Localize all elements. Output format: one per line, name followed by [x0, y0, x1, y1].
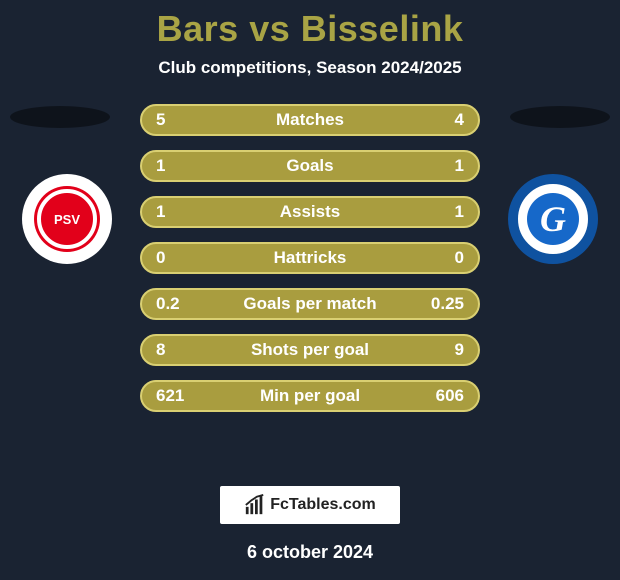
stat-value-left: 8 [156, 340, 216, 360]
stat-value-left: 621 [156, 386, 216, 406]
comparison-area: PSV G 5Matches41Goals11Assists10Hattrick… [0, 104, 620, 464]
stat-value-left: 1 [156, 202, 216, 222]
stat-label: Matches [216, 110, 404, 130]
stat-value-right: 1 [404, 156, 464, 176]
stat-label: Goals [216, 156, 404, 176]
club-logo-left: PSV [22, 174, 112, 264]
stat-label: Assists [216, 202, 404, 222]
stat-value-right: 606 [404, 386, 464, 406]
stat-value-left: 5 [156, 110, 216, 130]
stat-row: 0Hattricks0 [140, 242, 480, 274]
subtitle: Club competitions, Season 2024/2025 [0, 58, 620, 78]
chart-icon [244, 494, 266, 516]
stat-label: Goals per match [216, 294, 404, 314]
stat-row: 621Min per goal606 [140, 380, 480, 412]
club-logo-right: G [508, 174, 598, 264]
stat-row: 0.2Goals per match0.25 [140, 288, 480, 320]
stat-value-left: 0.2 [156, 294, 216, 314]
stat-value-right: 0 [404, 248, 464, 268]
player-silhouette-right [510, 106, 610, 128]
stat-value-right: 9 [404, 340, 464, 360]
page-title: Bars vs Bisselink [0, 0, 620, 50]
stat-value-right: 4 [404, 110, 464, 130]
stat-row: 5Matches4 [140, 104, 480, 136]
club-logo-text: G [527, 193, 579, 245]
stat-value-left: 1 [156, 156, 216, 176]
stat-label: Shots per goal [216, 340, 404, 360]
stat-row: 1Goals1 [140, 150, 480, 182]
date-label: 6 october 2024 [0, 542, 620, 563]
stat-row: 1Assists1 [140, 196, 480, 228]
stat-label: Min per goal [216, 386, 404, 406]
stat-row: 8Shots per goal9 [140, 334, 480, 366]
branding-badge: FcTables.com [220, 486, 400, 524]
branding-text: FcTables.com [270, 496, 376, 514]
stat-label: Hattricks [216, 248, 404, 268]
stat-value-right: 1 [404, 202, 464, 222]
club-logo-text: PSV [37, 189, 97, 249]
stat-value-right: 0.25 [404, 294, 464, 314]
stat-value-left: 0 [156, 248, 216, 268]
player-silhouette-left [10, 106, 110, 128]
stats-list: 5Matches41Goals11Assists10Hattricks00.2G… [140, 104, 480, 412]
